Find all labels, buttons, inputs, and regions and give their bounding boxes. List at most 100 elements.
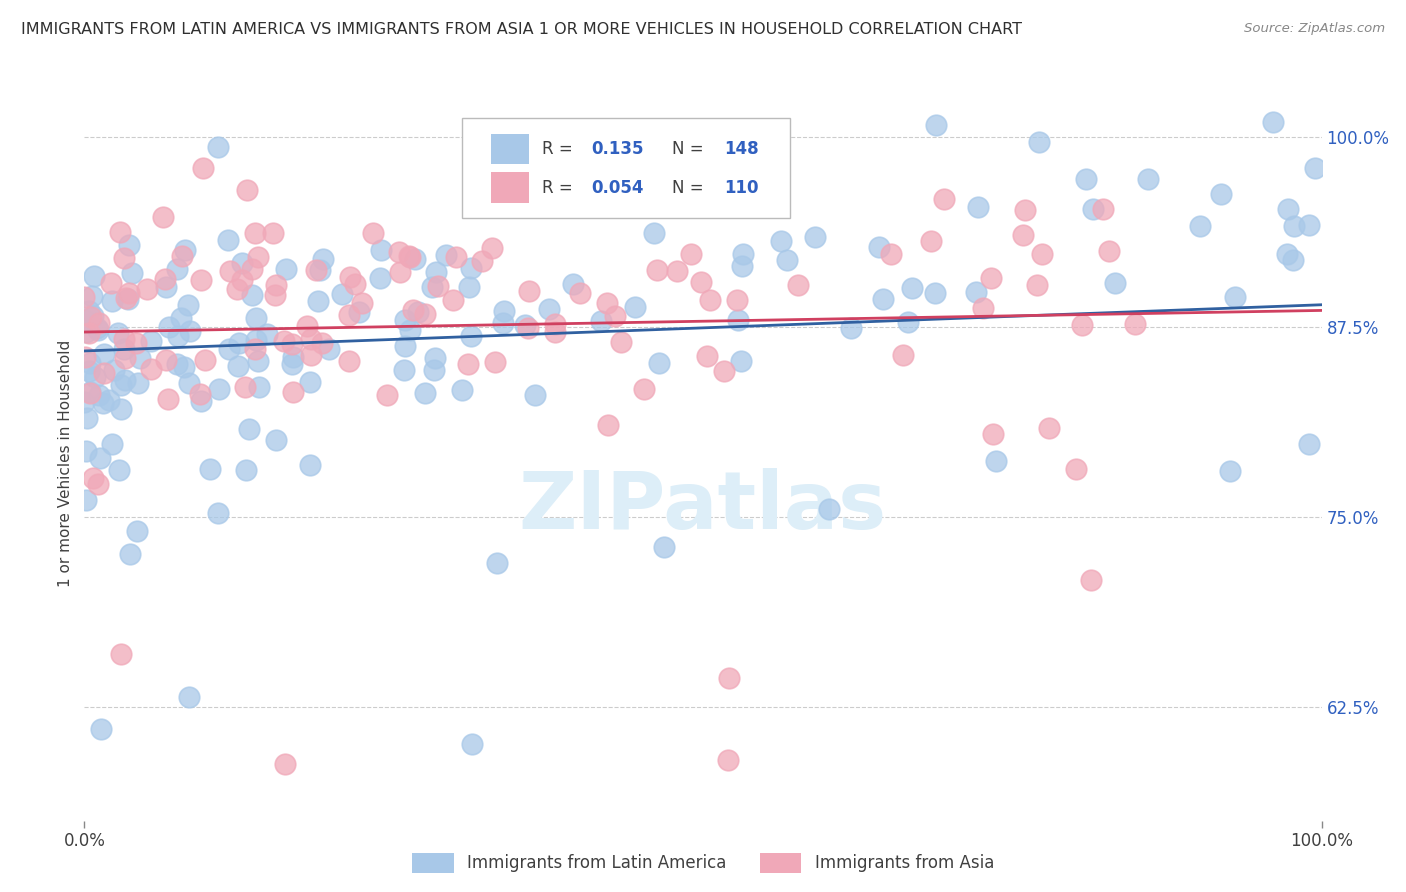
- Point: [398, 249, 420, 263]
- Point: [730, 259, 752, 273]
- Point: [972, 301, 994, 315]
- Point: [226, 359, 249, 374]
- Point: [89, 316, 111, 330]
- Point: [127, 524, 149, 538]
- Point: [217, 233, 239, 247]
- Point: [79, 356, 101, 370]
- Point: [1081, 202, 1104, 216]
- Text: 0.054: 0.054: [592, 178, 644, 196]
- Point: [1038, 420, 1060, 434]
- Point: [471, 254, 494, 268]
- Point: [110, 225, 132, 239]
- Point: [880, 246, 903, 260]
- Point: [125, 335, 148, 350]
- Point: [1223, 290, 1246, 304]
- Point: [136, 282, 159, 296]
- Point: [769, 234, 792, 248]
- Point: [273, 334, 295, 348]
- Text: R =: R =: [543, 178, 578, 196]
- Point: [312, 252, 335, 267]
- Point: [208, 382, 231, 396]
- Point: [1275, 247, 1298, 261]
- Point: [79, 385, 101, 400]
- Point: [718, 672, 741, 686]
- Point: [1028, 135, 1050, 149]
- Point: [245, 310, 267, 325]
- Text: ZIPatlas: ZIPatlas: [519, 467, 887, 546]
- Point: [591, 314, 613, 328]
- Point: [228, 336, 250, 351]
- Point: [114, 351, 136, 365]
- Point: [375, 387, 398, 401]
- Point: [1098, 244, 1121, 259]
- Point: [93, 366, 115, 380]
- Point: [75, 444, 97, 458]
- Point: [389, 265, 412, 279]
- Point: [98, 392, 121, 407]
- Point: [299, 332, 322, 346]
- Point: [155, 280, 177, 294]
- Point: [198, 462, 221, 476]
- Point: [402, 303, 425, 318]
- Point: [75, 350, 97, 364]
- Point: [339, 353, 361, 368]
- Point: [872, 292, 894, 306]
- Point: [110, 378, 132, 392]
- Point: [107, 463, 129, 477]
- Point: [1011, 228, 1033, 243]
- Point: [233, 380, 256, 394]
- Point: [170, 249, 193, 263]
- Point: [281, 357, 304, 371]
- Point: [226, 282, 249, 296]
- Point: [561, 277, 583, 292]
- Point: [79, 385, 101, 400]
- Point: [425, 264, 447, 278]
- Point: [264, 277, 287, 292]
- Point: [1091, 202, 1114, 217]
- Point: [924, 285, 946, 300]
- Point: [413, 385, 436, 400]
- Point: [690, 275, 713, 289]
- Point: [231, 273, 253, 287]
- Point: [231, 255, 253, 269]
- Point: [86, 321, 108, 335]
- Point: [157, 320, 180, 334]
- Point: [727, 160, 749, 174]
- Point: [413, 307, 436, 321]
- Point: [83, 370, 105, 384]
- Point: [207, 506, 229, 520]
- Point: [544, 325, 567, 339]
- Point: [623, 300, 645, 314]
- Point: [238, 421, 260, 435]
- Point: [981, 426, 1004, 441]
- Point: [73, 290, 96, 304]
- Text: R =: R =: [543, 140, 578, 158]
- Point: [82, 471, 104, 485]
- Point: [1031, 247, 1053, 261]
- Point: [121, 266, 143, 280]
- FancyBboxPatch shape: [461, 118, 790, 218]
- Point: [173, 244, 195, 258]
- Point: [730, 353, 752, 368]
- Point: [343, 277, 366, 291]
- Point: [804, 230, 827, 244]
- Point: [520, 187, 543, 202]
- Point: [89, 450, 111, 465]
- Point: [368, 271, 391, 285]
- Point: [1303, 161, 1326, 176]
- Point: [129, 351, 152, 366]
- Point: [247, 250, 270, 264]
- Point: [460, 260, 482, 275]
- Point: [643, 227, 665, 241]
- Point: [817, 502, 839, 516]
- Point: [569, 285, 592, 300]
- Point: [311, 335, 333, 350]
- Point: [392, 363, 415, 377]
- Point: [243, 342, 266, 356]
- Point: [517, 320, 540, 334]
- Point: [101, 293, 124, 308]
- Point: [633, 382, 655, 396]
- Point: [166, 357, 188, 371]
- Point: [713, 364, 735, 378]
- Point: [1219, 464, 1241, 478]
